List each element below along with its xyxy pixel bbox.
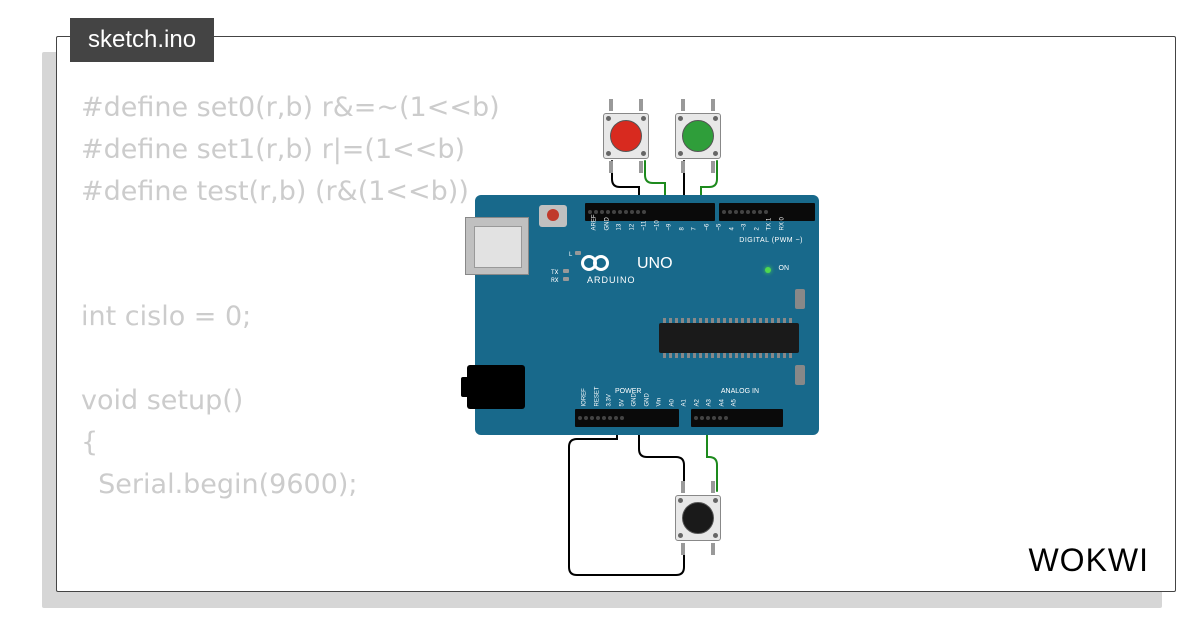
l-led — [575, 251, 581, 255]
pushbutton-btn-red[interactable] — [599, 109, 653, 163]
arduino-logo-icon — [581, 255, 609, 271]
tx-led — [563, 269, 569, 273]
power-section-label: POWER — [615, 388, 641, 395]
capacitor-2 — [795, 365, 805, 385]
analog-section-label: ANALOG IN — [721, 388, 759, 395]
atmega-chip — [659, 323, 799, 353]
pushbutton-btn-green[interactable] — [671, 109, 725, 163]
rx-led — [563, 277, 569, 281]
file-tab[interactable]: sketch.ino — [70, 18, 214, 62]
arduino-uno-board[interactable]: AREFGND1312~11~10~987~6~54~32TX 1RX 0 IO… — [475, 195, 819, 435]
capacitor-1 — [795, 289, 805, 309]
power-jack — [467, 365, 525, 409]
board-brand-label: ARDUINO — [587, 275, 636, 285]
board-model-label: UNO — [637, 255, 673, 273]
power-header — [575, 409, 679, 427]
digital-section-label: DIGITAL (PWM ~) — [739, 237, 803, 244]
wokwi-logo[interactable]: WOKWI — [1028, 542, 1149, 579]
l-led-label: L — [569, 251, 572, 258]
file-tab-label: sketch.ino — [88, 26, 196, 53]
pin-labels-bottom: IOREFRESET3.3V5VGNDGNDVinA0A1A2A3A4A5 — [581, 400, 738, 406]
editor-card: #define set0(r,b) r&=~(1<<b) #define set… — [56, 36, 1176, 592]
on-led-label: ON — [779, 265, 790, 272]
analog-header — [691, 409, 783, 427]
tx-rx-labels: TX RX — [551, 269, 558, 285]
pushbutton-btn-black[interactable] — [671, 491, 725, 545]
on-led — [765, 267, 771, 273]
reset-button[interactable] — [539, 205, 567, 227]
usb-port — [465, 217, 529, 275]
circuit-diagram[interactable]: AREFGND1312~11~10~987~6~54~32TX 1RX 0 IO… — [417, 97, 937, 577]
pin-labels-top: AREFGND1312~11~10~987~6~54~32TX 1RX 0 — [591, 224, 786, 230]
